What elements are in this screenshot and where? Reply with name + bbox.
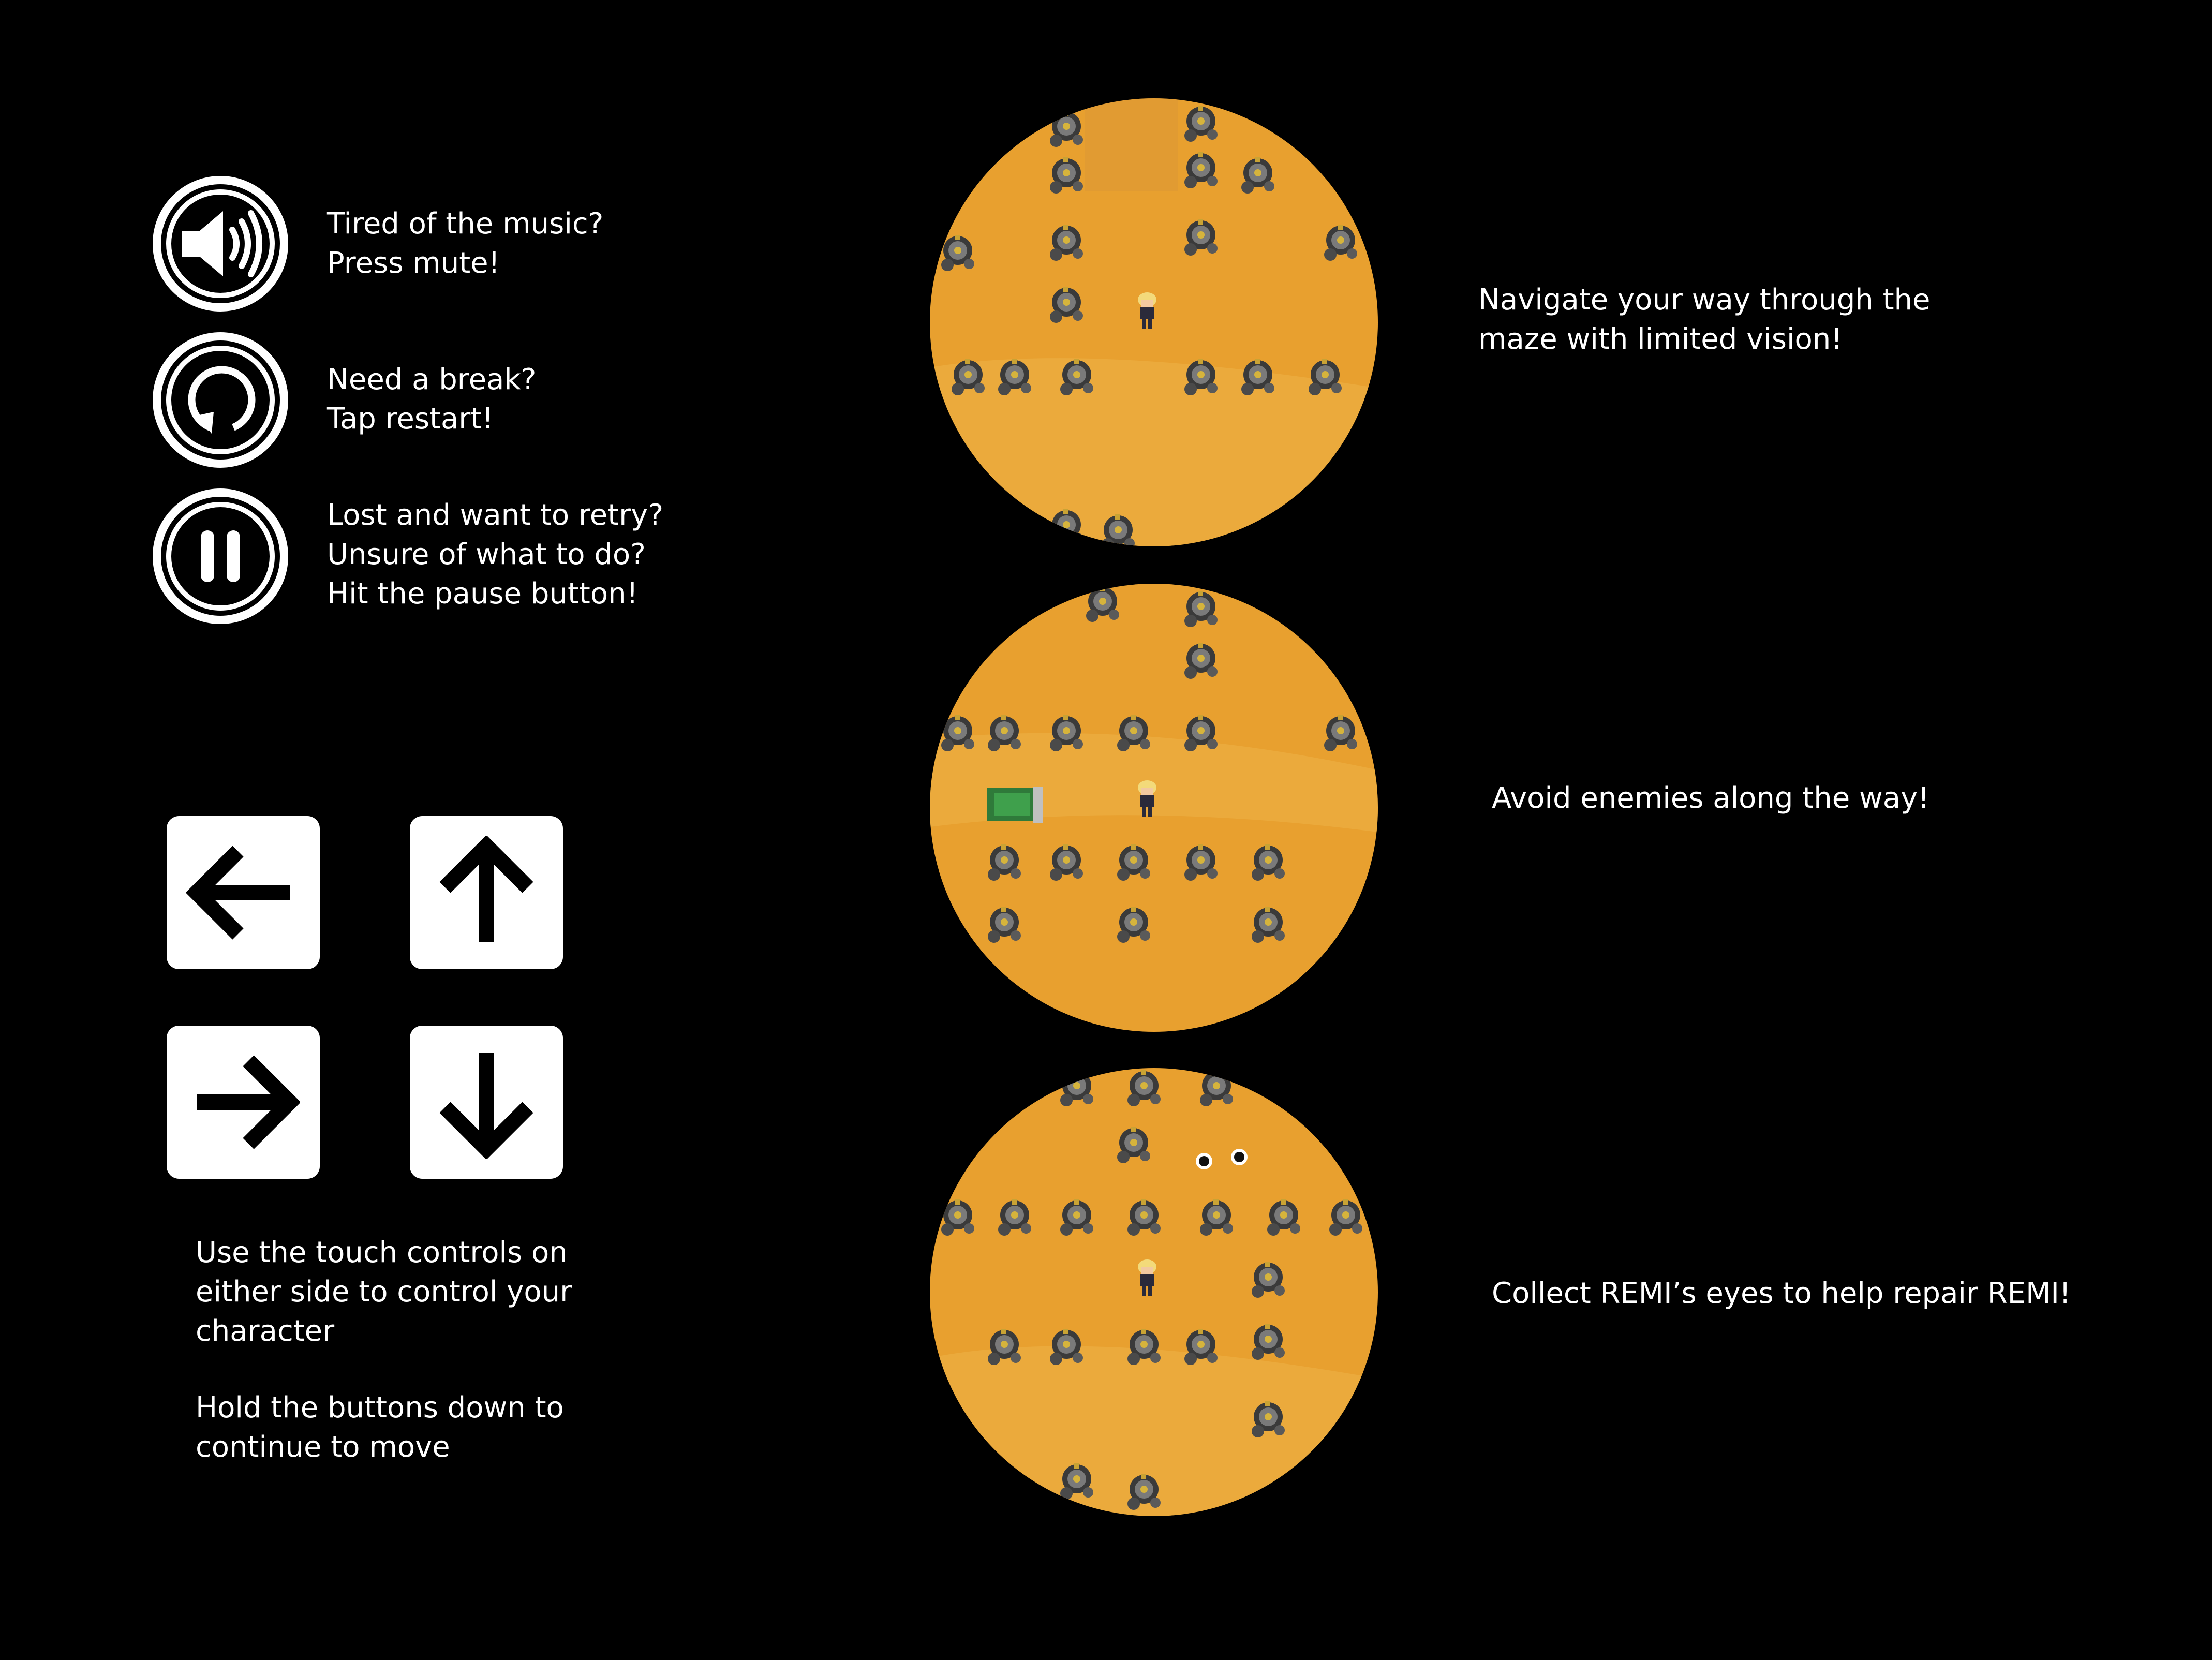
- pause-icon: [201, 530, 240, 582]
- speaker-icon: [182, 210, 262, 277]
- maze-screen-2: [930, 584, 1378, 1032]
- maze-scene: [930, 1068, 1378, 1516]
- pause-button[interactable]: [153, 488, 288, 624]
- arrow-down-icon: [439, 1053, 533, 1159]
- caption-1: Navigate your way through the maze with …: [1478, 283, 1931, 356]
- arrow-up-icon: [439, 836, 533, 942]
- mute-button[interactable]: [153, 176, 288, 312]
- pause-hint: Lost and want to retry? Unsure of what t…: [327, 498, 664, 611]
- maze-scene: [930, 98, 1378, 546]
- caption-3: Collect REMI’s eyes to help repair REMI!: [1492, 1277, 2071, 1310]
- right-arrow-button[interactable]: [167, 1026, 320, 1179]
- controls-help: Use the touch controls on either side to…: [196, 1236, 572, 1348]
- maze-scene: [930, 584, 1378, 1032]
- caption-2: Avoid enemies along the way!: [1492, 781, 1929, 815]
- hold-help: Hold the buttons down to continue to mov…: [196, 1391, 564, 1464]
- arrow-right-icon: [197, 1055, 300, 1149]
- remi-eyes: [1196, 1149, 1248, 1169]
- down-arrow-button[interactable]: [410, 1026, 563, 1179]
- maze-screen-1: [930, 98, 1378, 546]
- maze-screen-3: [930, 1068, 1378, 1516]
- restart-icon: [188, 366, 256, 434]
- left-arrow-button[interactable]: [167, 816, 320, 969]
- enemy-tank: [987, 787, 1043, 823]
- restart-button[interactable]: [153, 332, 288, 468]
- up-arrow-button[interactable]: [410, 816, 563, 969]
- restart-hint: Need a break? Tap restart!: [327, 363, 537, 436]
- mute-hint: Tired of the music? Press mute!: [327, 207, 604, 280]
- arrow-left-icon: [186, 846, 290, 940]
